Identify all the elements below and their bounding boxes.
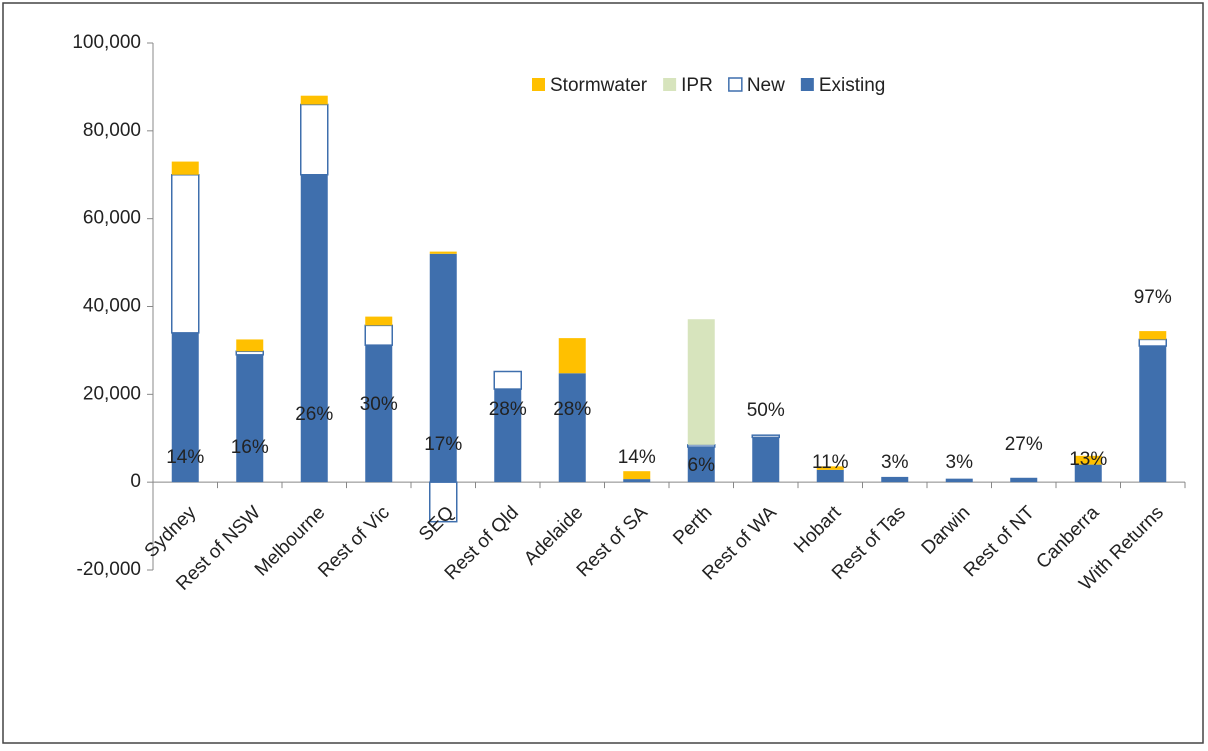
bar-segment xyxy=(1139,346,1167,483)
bar-segment xyxy=(429,251,457,254)
bar-segment xyxy=(751,434,780,439)
annotation: 3% xyxy=(881,452,909,473)
legend-label: IPR xyxy=(681,75,713,96)
bar-segment xyxy=(816,469,844,483)
annotation: 14% xyxy=(166,447,204,468)
annotation: 97% xyxy=(1134,287,1172,308)
legend-swatch xyxy=(532,78,545,91)
bar-segment xyxy=(364,324,393,346)
annotation: 50% xyxy=(747,400,785,421)
y-tick-label: 60,000 xyxy=(83,208,141,229)
legend-swatch xyxy=(728,77,743,92)
bar-segment xyxy=(236,354,264,483)
annotation: 6% xyxy=(688,455,716,476)
annotation: 13% xyxy=(1069,449,1107,470)
annotation: 28% xyxy=(489,399,527,420)
annotation: 26% xyxy=(295,404,333,425)
y-tick-label: 80,000 xyxy=(83,120,141,141)
bar-segment xyxy=(881,476,909,483)
bar-segment xyxy=(687,319,715,445)
legend-swatch xyxy=(800,78,814,91)
bar-segment xyxy=(1074,455,1102,465)
bar-segment xyxy=(300,174,328,483)
bar-segment xyxy=(687,444,716,448)
bar-segment xyxy=(300,95,328,105)
legend-label: Stormwater xyxy=(550,75,648,96)
bar-segment xyxy=(365,345,393,483)
bar-segment xyxy=(1138,338,1167,347)
bar-segment xyxy=(171,174,200,334)
bar-segment xyxy=(171,332,199,483)
y-tick-label: -20,000 xyxy=(77,559,141,580)
bar-segment xyxy=(816,466,844,470)
bar-segment xyxy=(623,479,651,483)
bar-segment xyxy=(752,437,780,483)
annotation: 16% xyxy=(231,437,269,458)
annotation: 30% xyxy=(360,394,398,415)
bar-segment xyxy=(687,447,715,483)
y-tick-label: 20,000 xyxy=(83,383,141,404)
bar-segment xyxy=(365,316,393,326)
annotation: 17% xyxy=(424,434,462,455)
legend-label: New xyxy=(747,75,785,96)
bar-segment xyxy=(236,339,264,352)
bar-segment xyxy=(429,481,458,523)
bar-segment xyxy=(235,350,264,356)
bar-segment xyxy=(171,161,199,175)
legend-swatch xyxy=(663,78,677,91)
bar-segment xyxy=(558,338,586,374)
bar-segment xyxy=(493,370,522,390)
bar-segment xyxy=(623,471,651,480)
annotation: 11% xyxy=(812,452,849,473)
y-tick-label: 40,000 xyxy=(83,296,141,317)
y-tick-label: 0 xyxy=(130,471,141,492)
bar-segment xyxy=(1139,331,1167,340)
annotation: 27% xyxy=(1005,434,1043,455)
annotation: 14% xyxy=(618,447,656,468)
annotation: 28% xyxy=(553,399,591,420)
bar-segment xyxy=(429,253,457,483)
bar-segment xyxy=(1074,464,1102,483)
bar-segment xyxy=(945,478,973,483)
annotation: 3% xyxy=(946,452,974,473)
bar-segment xyxy=(558,373,586,483)
y-tick-label: 100,000 xyxy=(72,32,141,53)
bar-segment xyxy=(1010,477,1038,483)
bar-segment xyxy=(300,103,329,176)
bar-segment xyxy=(494,389,522,483)
legend-label: Existing xyxy=(819,75,886,96)
